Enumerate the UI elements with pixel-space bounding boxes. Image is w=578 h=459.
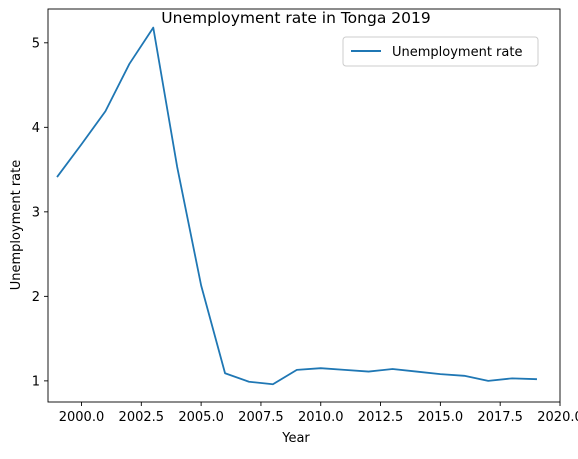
chart-title: Unemployment rate in Tonga 2019 bbox=[161, 9, 430, 27]
x-tick-label: 2015.0 bbox=[418, 410, 464, 425]
y-tick-label: 5 bbox=[32, 36, 40, 51]
series-line-0 bbox=[56, 26, 538, 386]
legend: Unemployment rate bbox=[342, 36, 539, 67]
x-tick-label: 2007.5 bbox=[238, 410, 284, 425]
x-tick-label: 2017.5 bbox=[477, 410, 523, 425]
legend-frame bbox=[342, 36, 539, 67]
y-tick-label: 3 bbox=[32, 205, 40, 220]
y-tick-label: 2 bbox=[32, 290, 40, 305]
x-tick-label: 2005.0 bbox=[178, 410, 224, 425]
y-tick-label: 1 bbox=[32, 374, 40, 389]
x-axis-label: Year bbox=[281, 431, 310, 446]
x-tick-label: 2012.5 bbox=[358, 410, 404, 425]
legend-label: Unemployment rate bbox=[392, 45, 522, 60]
x-tick-label: 2010.0 bbox=[298, 410, 344, 425]
y-tick-label: 4 bbox=[32, 121, 40, 136]
x-tick-label: 2002.5 bbox=[119, 410, 165, 425]
plot-frame bbox=[47, 8, 561, 403]
x-tick-label: 2000.0 bbox=[59, 410, 105, 425]
y-axis-label: Unemployment rate bbox=[9, 160, 24, 290]
x-tick-label: 2020.0 bbox=[537, 410, 578, 425]
